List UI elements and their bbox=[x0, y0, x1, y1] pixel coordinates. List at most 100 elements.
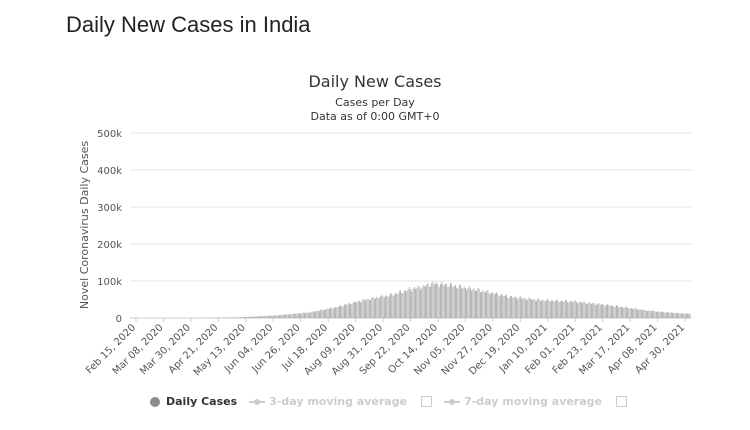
daily-cases-bar bbox=[395, 292, 396, 318]
daily-cases-bar bbox=[649, 310, 651, 318]
daily-cases-bar bbox=[309, 312, 310, 318]
daily-cases-bar bbox=[289, 314, 290, 318]
daily-cases-bar bbox=[685, 313, 687, 318]
daily-cases-bar bbox=[271, 315, 273, 318]
daily-cases-bar bbox=[596, 304, 597, 318]
daily-cases-bar bbox=[266, 315, 268, 318]
daily-cases-bar bbox=[435, 283, 436, 318]
daily-cases-bar bbox=[347, 303, 349, 318]
daily-cases-bar bbox=[488, 293, 490, 318]
daily-cases-bar bbox=[599, 304, 601, 318]
daily-cases-bar bbox=[358, 301, 360, 318]
daily-cases-bar bbox=[272, 315, 274, 318]
daily-cases-bar bbox=[579, 301, 581, 318]
legend-item-3-day-average[interactable]: 3-day moving average bbox=[249, 395, 433, 408]
legend-label: 7-day moving average bbox=[464, 395, 602, 408]
daily-cases-bar bbox=[519, 296, 521, 318]
daily-cases-bar bbox=[330, 307, 332, 318]
daily-cases-bar bbox=[246, 316, 248, 318]
y-tick-label: 100k bbox=[97, 277, 122, 288]
daily-cases-bar bbox=[306, 312, 308, 318]
daily-cases-bar bbox=[652, 310, 653, 318]
daily-cases-bar bbox=[624, 306, 626, 318]
daily-cases-bar bbox=[514, 296, 516, 318]
daily-cases-bar bbox=[416, 288, 418, 318]
daily-cases-bar bbox=[521, 298, 522, 318]
daily-cases-bar bbox=[504, 294, 506, 318]
y-tick-label: 0 bbox=[116, 314, 122, 325]
daily-cases-bar bbox=[471, 290, 473, 318]
y-tick-label: 500k bbox=[97, 129, 122, 140]
legend-marker-icon bbox=[150, 396, 160, 407]
daily-cases-bar bbox=[321, 309, 323, 318]
daily-cases-bar bbox=[427, 283, 429, 318]
daily-cases-bar bbox=[462, 288, 464, 318]
legend-item-7-day-average[interactable]: 7-day moving average bbox=[444, 395, 627, 408]
daily-cases-bar bbox=[397, 293, 399, 318]
daily-cases-bar bbox=[478, 288, 480, 318]
daily-cases-bar bbox=[250, 316, 252, 318]
daily-cases-bar bbox=[689, 313, 691, 318]
daily-cases-bar bbox=[584, 302, 586, 318]
daily-cases-bar bbox=[556, 299, 557, 318]
daily-cases-bar bbox=[562, 301, 564, 318]
daily-cases-bar bbox=[587, 303, 589, 318]
daily-cases-bar bbox=[574, 300, 576, 318]
daily-cases-bar bbox=[533, 298, 535, 318]
daily-cases-bar bbox=[257, 316, 259, 318]
daily-cases-bar bbox=[441, 281, 443, 318]
daily-cases-bar bbox=[475, 290, 476, 318]
y-tick-label: 400k bbox=[97, 166, 122, 177]
legend-checkbox[interactable] bbox=[421, 396, 433, 407]
daily-cases-bar bbox=[603, 304, 605, 318]
daily-cases-bar bbox=[524, 298, 526, 318]
daily-cases-bar bbox=[630, 308, 632, 318]
daily-cases-bar bbox=[402, 292, 404, 318]
daily-cases-bar bbox=[544, 301, 546, 318]
daily-cases-bar bbox=[352, 302, 354, 318]
daily-cases-bar bbox=[644, 309, 646, 318]
daily-cases-bar bbox=[551, 300, 552, 318]
daily-cases-bar bbox=[368, 300, 370, 318]
daily-cases-bar bbox=[315, 311, 317, 318]
daily-cases-bar bbox=[355, 302, 356, 318]
daily-cases-bar bbox=[604, 305, 606, 318]
daily-cases-bar bbox=[589, 302, 591, 318]
legend-item-daily-cases[interactable]: Daily Cases bbox=[150, 395, 237, 408]
daily-cases-bar bbox=[607, 304, 609, 318]
daily-cases-bar bbox=[336, 307, 338, 318]
daily-cases-bar bbox=[392, 295, 394, 318]
daily-cases-bar bbox=[287, 314, 289, 318]
daily-cases-bar bbox=[297, 313, 299, 318]
daily-cases-bar bbox=[340, 305, 342, 318]
daily-cases-bar bbox=[507, 297, 509, 318]
daily-cases-bar bbox=[262, 316, 264, 318]
daily-cases-bar bbox=[401, 292, 403, 318]
daily-cases-bar bbox=[373, 298, 375, 318]
chart-data-timestamp: Data as of 0:00 GMT+0 bbox=[310, 110, 440, 123]
daily-cases-bar bbox=[281, 315, 283, 318]
daily-cases-bar bbox=[372, 297, 374, 318]
daily-cases-bar bbox=[538, 298, 540, 318]
daily-cases-bar bbox=[502, 295, 504, 318]
daily-cases-bar bbox=[506, 295, 507, 318]
daily-cases-bar bbox=[383, 297, 385, 318]
daily-cases-bar bbox=[299, 313, 300, 318]
daily-cases-bar bbox=[496, 292, 497, 318]
daily-cases-bar bbox=[567, 302, 569, 318]
daily-cases-bar bbox=[255, 316, 257, 318]
daily-cases-bar bbox=[391, 293, 393, 318]
daily-cases-bar bbox=[420, 289, 421, 318]
daily-cases-bar bbox=[362, 298, 364, 318]
daily-cases-bar bbox=[269, 315, 270, 318]
daily-cases-bar bbox=[403, 290, 405, 318]
legend-checkbox[interactable] bbox=[616, 396, 627, 407]
daily-cases-bar bbox=[483, 291, 485, 318]
x-tick-label: Apr 30, 2021 bbox=[633, 322, 687, 376]
y-tick-label: 200k bbox=[97, 240, 122, 251]
daily-cases-bar bbox=[361, 300, 363, 318]
daily-cases-bar bbox=[292, 313, 294, 318]
daily-cases-bar bbox=[665, 312, 667, 318]
daily-cases-bar bbox=[466, 289, 468, 318]
daily-cases-bar bbox=[267, 315, 269, 318]
